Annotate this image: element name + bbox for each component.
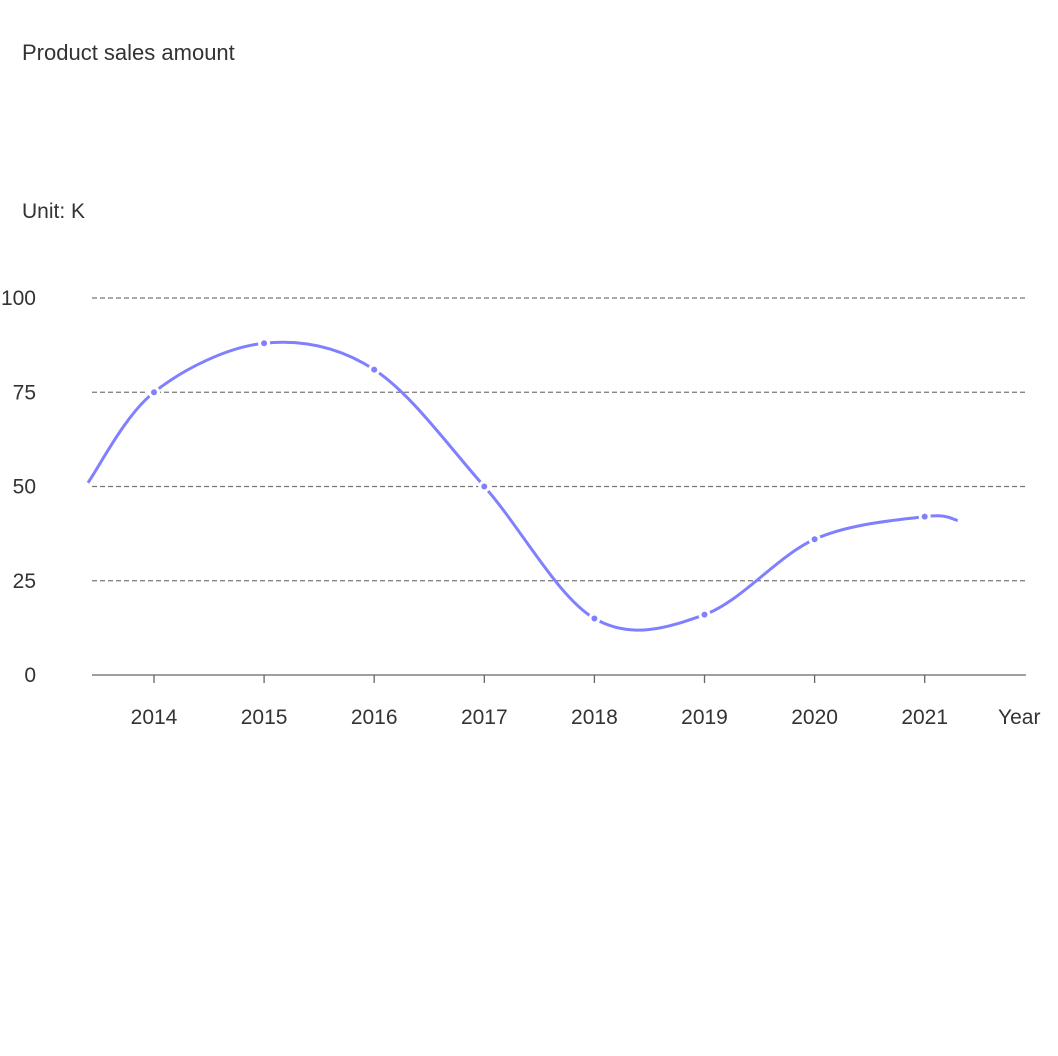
x-tick-label: 2019 (681, 706, 728, 729)
x-tick-label: 2020 (791, 706, 838, 729)
y-tick-label: 50 (13, 476, 36, 499)
data-point (918, 510, 931, 523)
y-tick-label: 0 (24, 664, 36, 687)
data-point (258, 337, 271, 350)
data-point (588, 612, 601, 625)
data-point (368, 363, 381, 376)
chart-title: Product sales amount (22, 40, 235, 65)
data-point (808, 533, 821, 546)
y-tick-label: 100 (1, 287, 36, 310)
x-tick-label: 2014 (131, 706, 178, 729)
x-tick-label: 2021 (901, 706, 948, 729)
data-point (478, 480, 491, 493)
data-point (148, 386, 160, 399)
x-axis-label: Year (998, 706, 1040, 729)
y-axis-unit-label: Unit: K (22, 200, 86, 223)
data-point (698, 608, 711, 621)
x-tick-label: 2017 (461, 706, 508, 729)
x-tick-label: 2015 (241, 706, 288, 729)
x-tick-label: 2018 (571, 706, 618, 729)
y-tick-label: 25 (13, 570, 36, 593)
y-tick-label: 75 (13, 381, 36, 404)
x-tick-label: 2016 (351, 706, 398, 729)
series-line (86, 340, 959, 632)
